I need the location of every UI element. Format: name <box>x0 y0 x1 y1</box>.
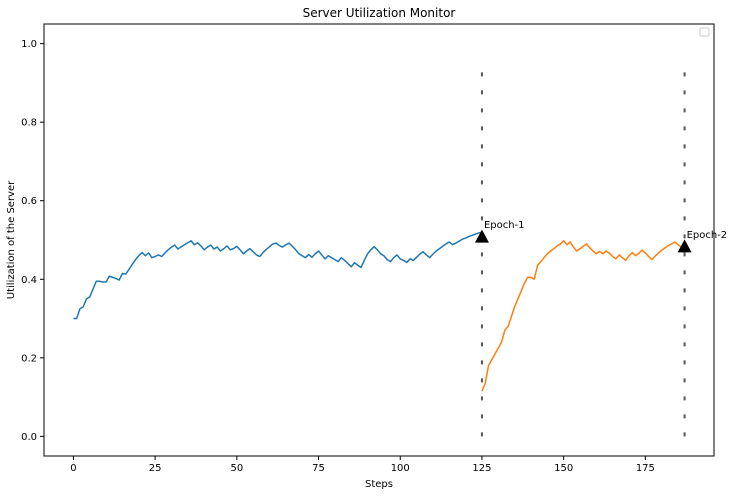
x-tick-label: 125 <box>472 463 491 474</box>
y-tick-label: 0.6 <box>21 196 37 207</box>
x-tick-label: 0 <box>70 463 76 474</box>
series-line-2 <box>481 240 686 392</box>
x-tick-label: 150 <box>554 463 573 474</box>
annotation-label-1: Epoch-1 <box>484 220 525 231</box>
y-tick-label: 0.8 <box>21 118 37 129</box>
annotation-label-2: Epoch-2 <box>687 230 728 241</box>
annotation-marker-2 <box>677 239 692 253</box>
x-tick-label: 25 <box>149 463 162 474</box>
axes-frame <box>43 23 715 457</box>
x-axis-label: Steps <box>365 479 393 490</box>
y-tick-label: 0.4 <box>21 275 37 286</box>
y-tick-label: 1.0 <box>21 39 37 50</box>
x-tick-label: 175 <box>636 463 655 474</box>
plot-content: Epoch-1 Epoch-2 <box>73 59 728 437</box>
legend-box <box>699 27 710 37</box>
x-tick-label: 100 <box>391 463 410 474</box>
x-tick-label: 50 <box>230 463 243 474</box>
y-tick-label: 0.2 <box>21 353 37 364</box>
chart-title: Server Utilization Monitor <box>303 6 456 20</box>
series-line-1 <box>73 231 483 320</box>
y-axis-label: Utilization of the Server <box>6 180 17 299</box>
x-tick-label: 75 <box>312 463 325 474</box>
y-tick-label: 0.0 <box>21 432 37 443</box>
axis-ticks: 0 25 50 75 100 125 150 175 0.0 0.2 0.4 0.6 0.8 1.0 <box>21 39 655 474</box>
annotation-marker-1 <box>474 229 489 243</box>
